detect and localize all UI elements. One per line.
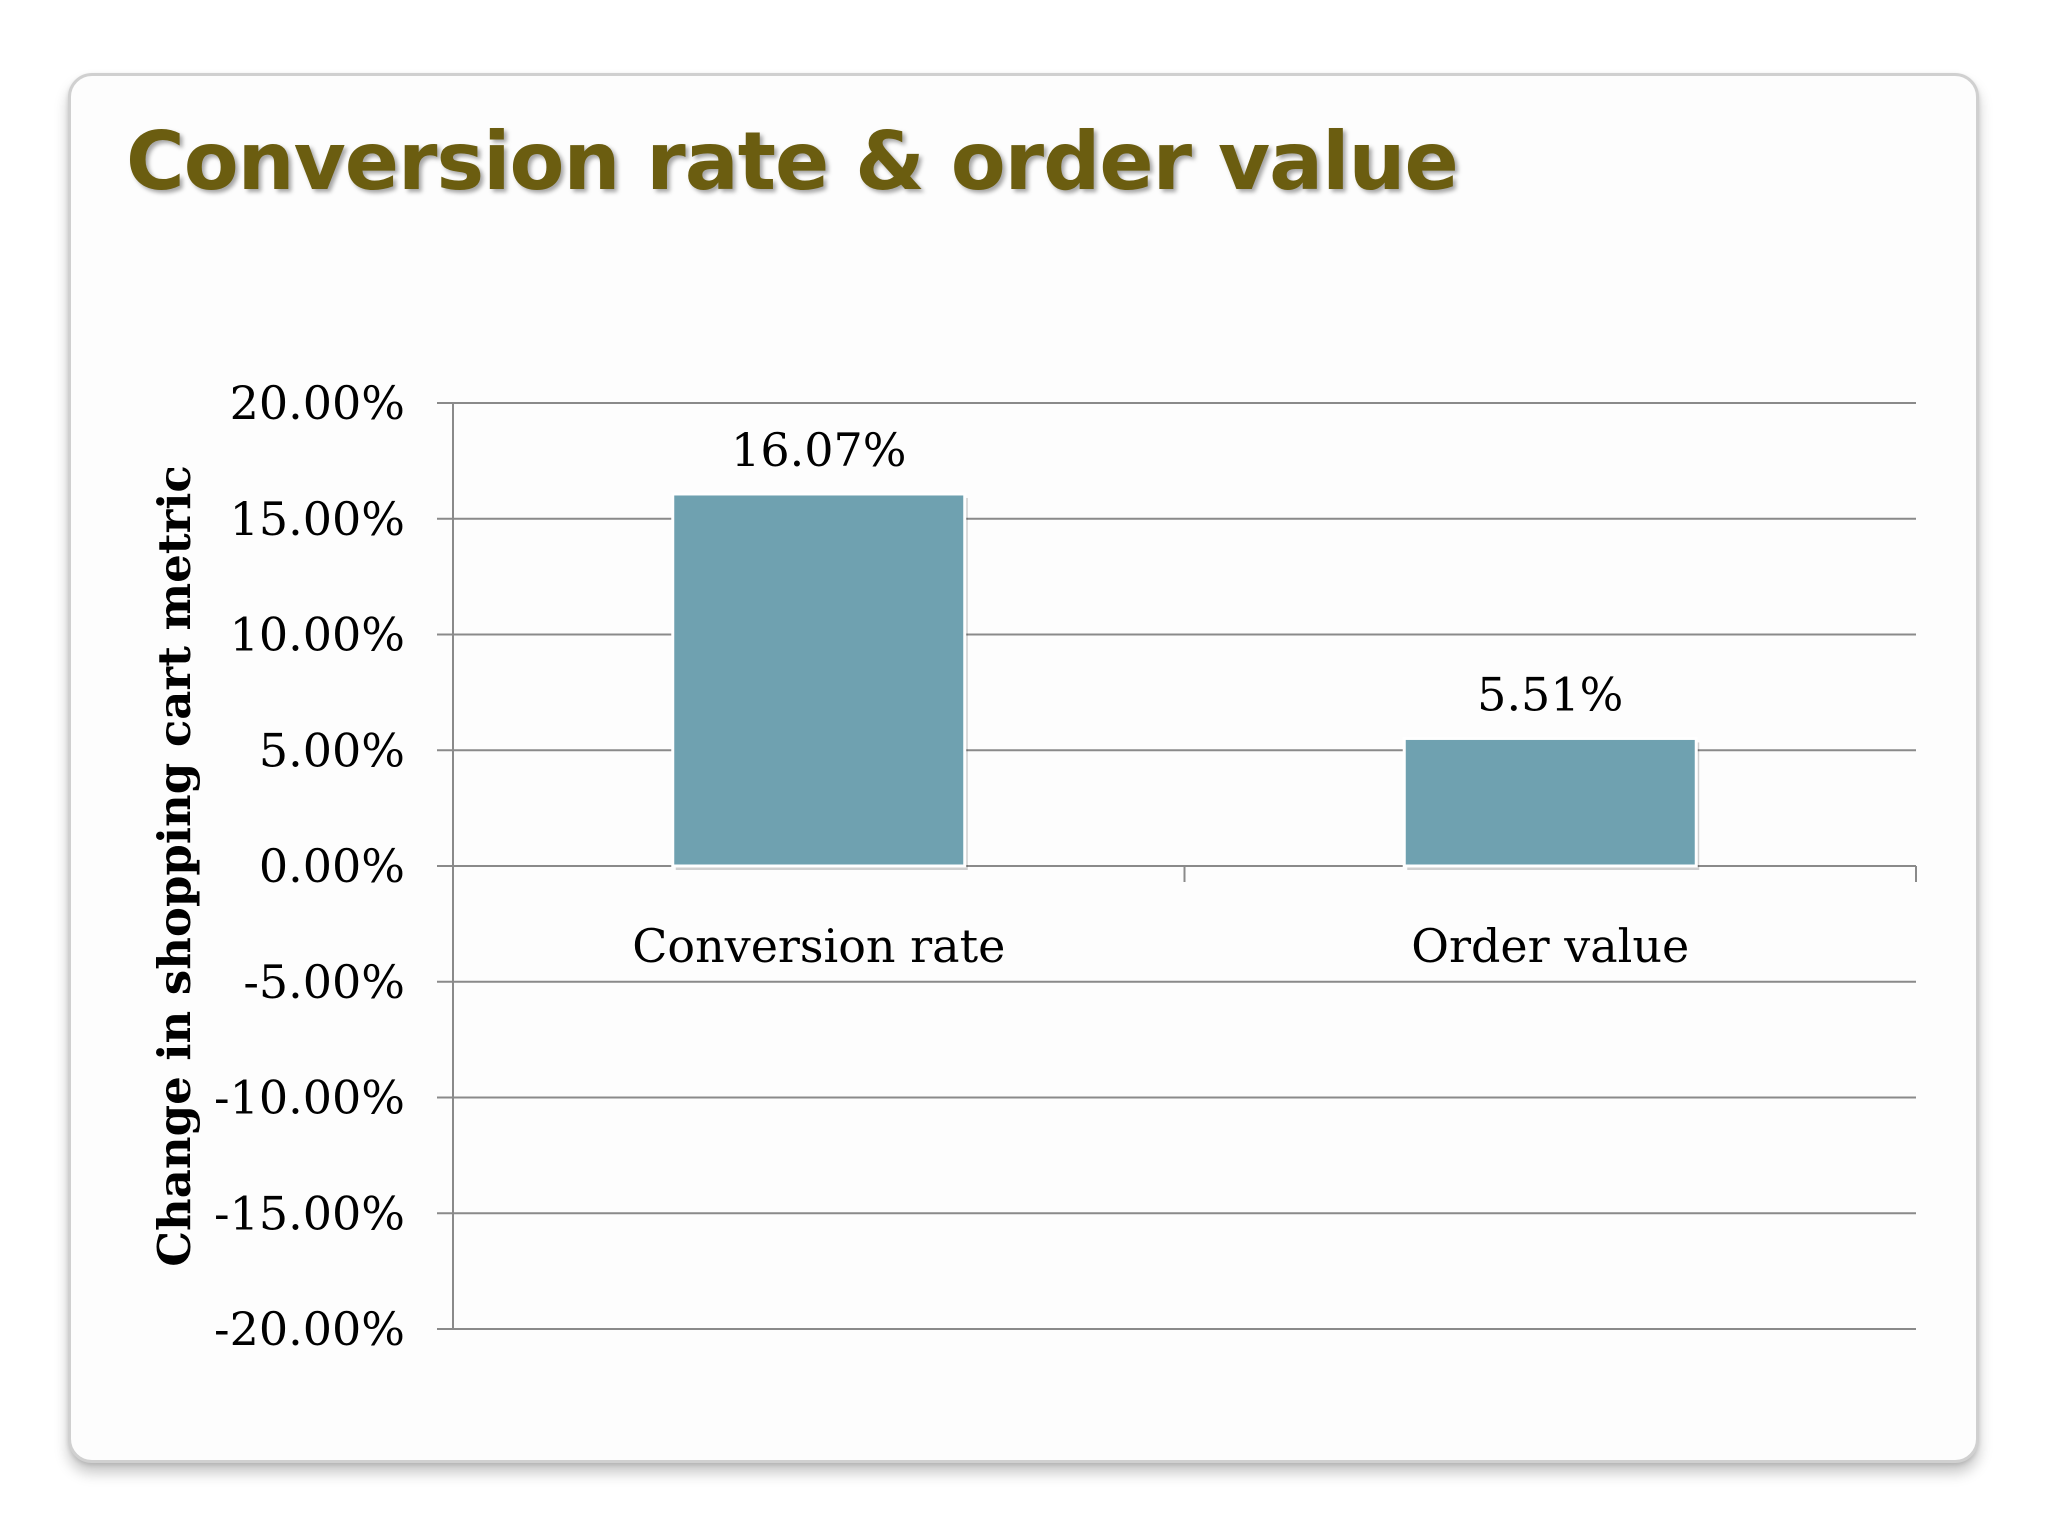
- axes: [452, 403, 1917, 1329]
- labels: 20.00% 15.00% 10.00% 5.00% 0.00% -5.00% -10.00…: [148, 376, 1689, 1356]
- y-tick-label: 5.00%: [259, 723, 405, 777]
- y-axis-title: Change in shopping cart metric: [148, 465, 201, 1267]
- y-tick-label: 10.00%: [230, 608, 405, 662]
- data-label: 5.51%: [1477, 667, 1623, 721]
- slide-title: Conversion rate & order value: [126, 115, 1459, 208]
- x-category-label: Order value: [1411, 919, 1689, 973]
- y-tick-label: 20.00%: [230, 376, 405, 430]
- y-tick-label: -20.00%: [214, 1302, 405, 1356]
- y-tick-label: -5.00%: [243, 955, 405, 1009]
- y-tick-label: -15.00%: [214, 1186, 405, 1240]
- y-tick-label: 0.00%: [259, 839, 405, 893]
- x-category-label: Conversion rate: [632, 919, 1005, 973]
- y-tick-label: -10.00%: [214, 1071, 405, 1125]
- bar: [671, 492, 967, 868]
- data-label: 16.07%: [731, 423, 906, 477]
- bars: [671, 492, 1700, 870]
- y-tick-label: 15.00%: [230, 492, 405, 546]
- bar: [1402, 736, 1698, 868]
